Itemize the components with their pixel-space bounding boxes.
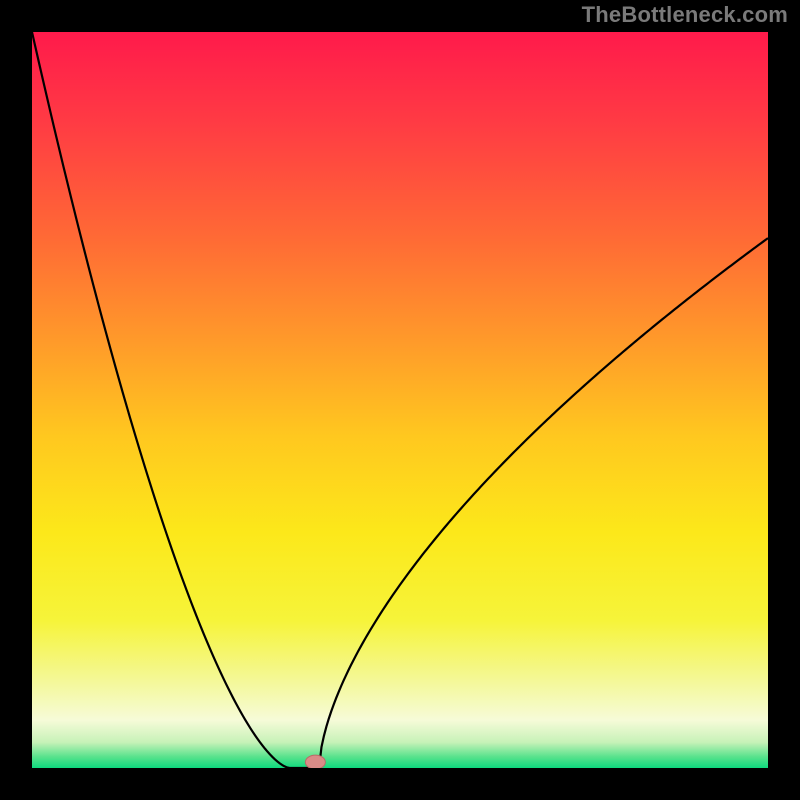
chart-gradient-bg xyxy=(32,32,768,768)
chart-stage: TheBottleneck.com xyxy=(0,0,800,800)
optimum-marker xyxy=(305,755,325,769)
bottleneck-chart xyxy=(0,0,800,800)
watermark-text: TheBottleneck.com xyxy=(582,2,788,28)
